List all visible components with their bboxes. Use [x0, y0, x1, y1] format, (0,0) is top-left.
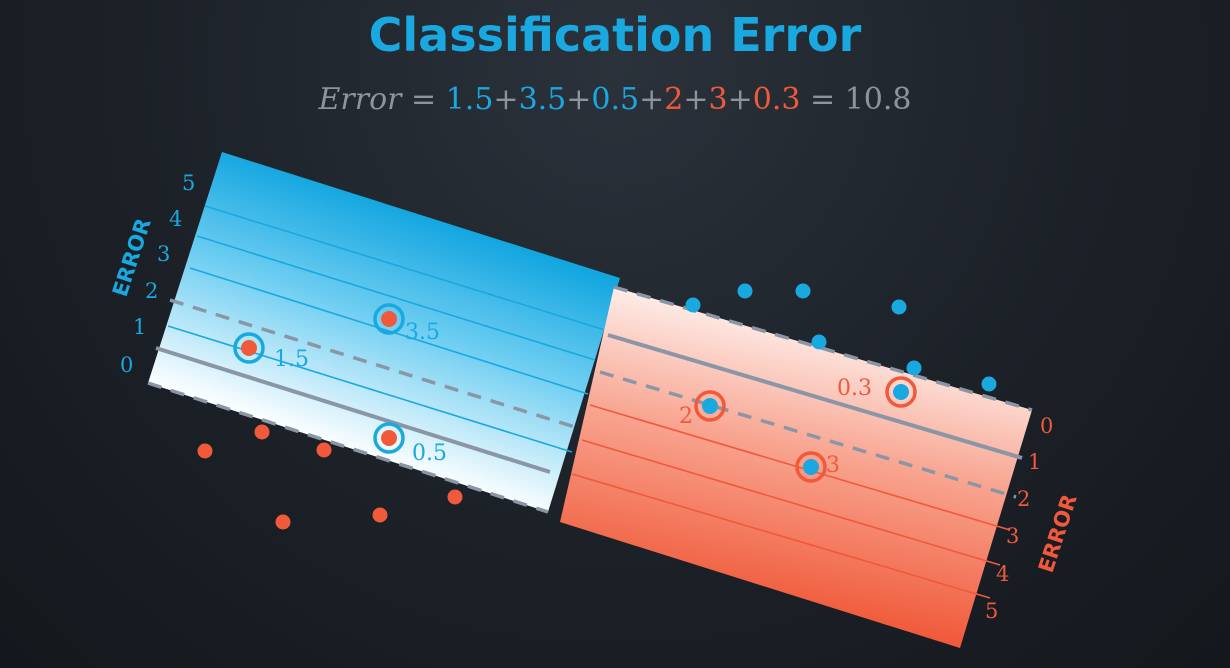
formula-equals: = — [411, 82, 437, 117]
blue-error-lines — [167, 205, 606, 453]
formula-term: 3 — [708, 82, 728, 117]
blue-tick-label: 3 — [157, 242, 170, 266]
formula-plus: + — [566, 82, 592, 117]
formula-term: 1.5 — [445, 82, 494, 117]
red-error-line-5 — [571, 473, 991, 599]
error-label: 0.5 — [412, 441, 447, 466]
red-point — [275, 514, 291, 530]
misclassified-point-3 — [373, 422, 405, 454]
red-error-line-3 — [589, 404, 1011, 531]
red-tick-label: 4 — [996, 562, 1009, 586]
red-tick-label: 3 — [1006, 524, 1019, 548]
red-tick-label: 0 — [1040, 414, 1053, 438]
red-point — [372, 507, 388, 523]
error-label: 1.5 — [274, 347, 309, 372]
red-error-line-4 — [581, 439, 1001, 566]
error-label: 0.3 — [837, 376, 872, 401]
formula-label: Error — [318, 82, 402, 117]
blue-boundary-solid — [155, 346, 551, 474]
formula-term: 3.5 — [518, 82, 567, 117]
red-tick-label: 2 — [1017, 487, 1030, 511]
blue-tick-label: 2 — [145, 279, 158, 303]
blue-tick-label: 4 — [169, 207, 182, 231]
red-boundary-solid — [607, 333, 1023, 460]
blue-point — [906, 360, 922, 376]
misclassified-point-2 — [373, 303, 405, 335]
blue-point — [891, 299, 907, 315]
red-axis-title: ERROR — [1034, 491, 1082, 575]
blue-error-line-5 — [189, 267, 589, 395]
red-point — [254, 424, 270, 440]
formula-total: 10.8 — [844, 82, 912, 117]
blue-error-line-3 — [196, 235, 596, 361]
blue-point — [737, 283, 753, 299]
blue-tick-label: 1 — [133, 315, 146, 339]
blue-error-line-4 — [204, 205, 606, 331]
red-tick-label: 1 — [1028, 450, 1041, 474]
error-label: 2 — [679, 404, 693, 429]
red-tick-label: 5 — [985, 599, 998, 623]
red-point — [197, 443, 213, 459]
formula-term: 2 — [664, 82, 684, 117]
formula-equals: = — [810, 82, 836, 117]
red-points — [197, 424, 463, 530]
blue-point — [685, 297, 701, 313]
formula-plus: + — [639, 82, 665, 117]
formula-plus: + — [727, 82, 753, 117]
misclassified-point-4 — [694, 390, 726, 422]
blue-point — [795, 283, 811, 299]
formula-plus: + — [683, 82, 709, 117]
red-point — [316, 442, 332, 458]
error-formula: Error = 1.5+3.5+0.5+2+3+0.3 = 10.8 — [0, 82, 1230, 117]
blue-tick-label: 0 — [120, 353, 133, 377]
slide-title: Classification Error — [368, 8, 862, 62]
red-margin-dashed — [613, 285, 1033, 412]
error-label: 3 — [826, 453, 840, 478]
red-boundary-dashed — [599, 370, 1017, 499]
misclassified-point-1 — [233, 332, 265, 364]
error-label: 3.5 — [405, 320, 440, 345]
red-error-lines — [571, 404, 1011, 599]
blue-tick-label: 5 — [182, 171, 195, 195]
blue-point — [811, 334, 827, 350]
formula-plus: + — [493, 82, 519, 117]
misclassified-point-5 — [795, 451, 827, 483]
blue-points — [685, 283, 997, 392]
formula-term: 0.3 — [752, 82, 801, 117]
blue-point — [981, 376, 997, 392]
red-point — [447, 489, 463, 505]
formula-term: 0.5 — [591, 82, 640, 117]
misclassified-point-6 — [885, 376, 917, 408]
